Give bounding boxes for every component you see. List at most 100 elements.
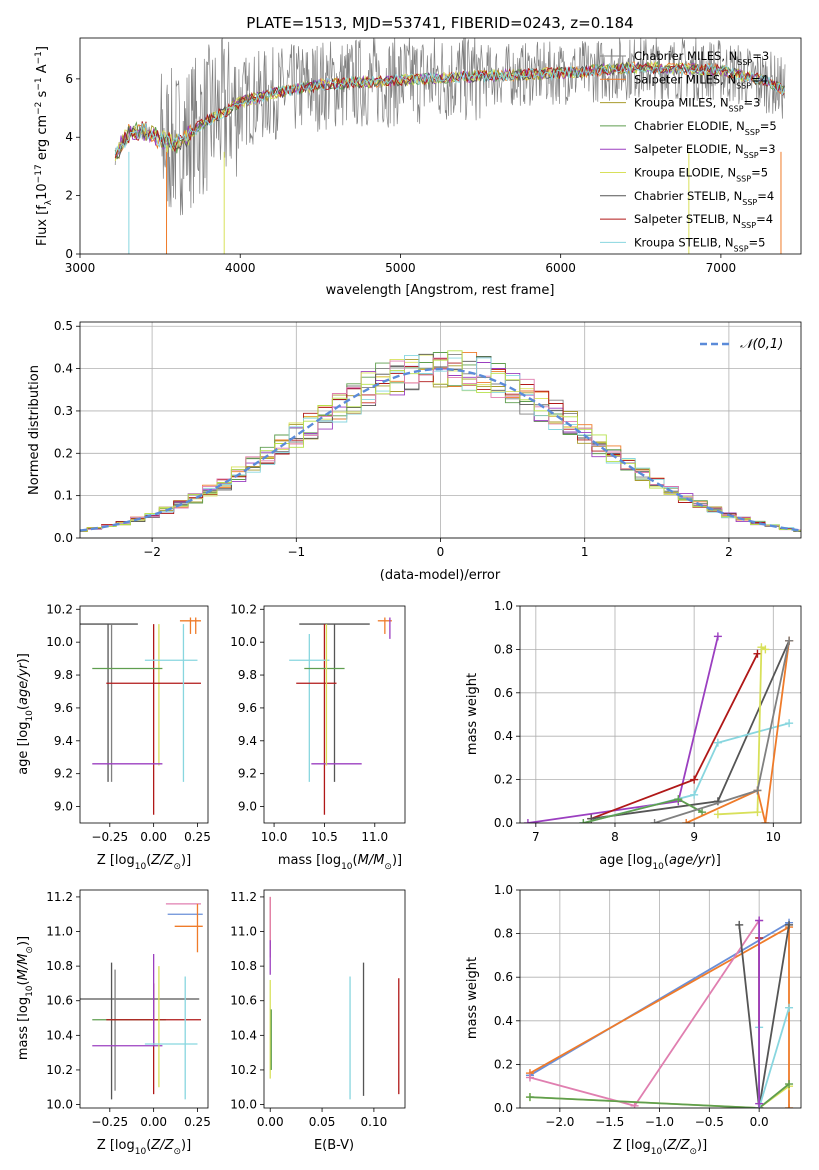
- legend-label-text: Salpeter MILES, N: [634, 72, 736, 86]
- x-tick-label: 0.10: [361, 1115, 388, 1129]
- weight-series-line: [738, 924, 790, 1108]
- x-axis-label: wavelength [Angstrom, rest frame]: [326, 283, 555, 298]
- x-tick-label: 6000: [545, 261, 576, 275]
- label-part: )]: [711, 853, 721, 868]
- y-tick-label: 9.2: [238, 767, 257, 781]
- legend-label-value: =3: [752, 49, 769, 63]
- label-part: Z [log: [97, 1138, 135, 1153]
- x-axis-label: E(B-V): [314, 1138, 354, 1153]
- label-part: age [log: [599, 853, 652, 868]
- y-tick-label: 0.2: [494, 773, 513, 787]
- y-tick-label: 11.0: [230, 925, 257, 939]
- label-part: A: [35, 64, 50, 77]
- x-tick-label: 8: [611, 830, 619, 844]
- label-part: M/M: [358, 853, 385, 868]
- axes-frame: [263, 605, 406, 824]
- y-tick-label: 1.0: [494, 599, 513, 613]
- legend-label: Chabrier MILES, NSSP=3: [634, 49, 769, 67]
- x-tick-label: 3000: [65, 261, 96, 275]
- label-part: 10: [25, 985, 35, 997]
- label-part: )]: [181, 1138, 191, 1153]
- plot-area-weight_vs_age: [523, 632, 794, 823]
- legend-label-value: =3: [759, 142, 776, 156]
- x-tick-label: 0: [437, 545, 445, 559]
- legend-label-text: Chabrier MILES, N: [634, 49, 737, 63]
- panel-mass_vs_ebv: 0.00 0.05 0.10 10.0 10.2 10.4 10.6 10.8 11.0 11.2…: [230, 889, 406, 1153]
- x-axis-label: Z [log10(Z/Z⊙)]: [97, 1138, 191, 1157]
- x-axis-label: mass [log10(M/M⊙)]: [278, 853, 402, 872]
- legend-label: Kroupa STELIB, NSSP=5: [634, 235, 765, 253]
- y-tick-label: 0.1: [54, 489, 73, 503]
- y-tick-label: 9.4: [238, 734, 257, 748]
- x-tick-label: 0.00: [140, 830, 167, 844]
- label-part: Z [log: [97, 853, 135, 868]
- legend-label-text: Kroupa STELIB, N: [634, 235, 734, 249]
- label-part: mass [log: [16, 997, 31, 1060]
- label-part: (: [146, 853, 151, 868]
- y-tick-label: 1.0: [494, 883, 513, 897]
- label-part: 10: [652, 862, 664, 872]
- model-spectrum-line: [114, 61, 785, 155]
- legend-label-sub: SSP: [734, 244, 749, 253]
- legend-label-value: =5: [749, 235, 766, 249]
- y-tick-label: 0.3: [54, 404, 73, 418]
- x-tick-label: −0.25: [91, 830, 128, 844]
- y-tick-label: 10.8: [46, 959, 73, 973]
- label-part: (: [664, 853, 669, 868]
- y-tick-label: 10.0: [230, 635, 257, 649]
- legend-label-text: Chabrier ELODIE, N: [634, 119, 745, 133]
- label-part: mass [log: [278, 853, 341, 868]
- legend-label-value: =4: [757, 189, 774, 203]
- panel-mass_vs_Z: −0.25 0.00 0.25 10.0 10.2 10.4 10.6 10.8 11.0 11.…: [16, 889, 211, 1157]
- y-tick-label: 9.0: [54, 800, 73, 814]
- legend-label-sub: SSP: [744, 151, 759, 160]
- legend-label-sub: SSP: [736, 81, 751, 90]
- x-tick-label: 1: [581, 545, 589, 559]
- x-axis-label: Z [log10(Z/Z⊙)]: [97, 853, 191, 872]
- label-part: Z/Z: [150, 853, 174, 868]
- legend-label: Kroupa ELODIE, NSSP=5: [634, 166, 768, 184]
- y-tick-label: 10.2: [230, 602, 257, 616]
- legend-label-sub: SSP: [742, 197, 757, 206]
- x-tick-label: −2.0: [545, 1115, 574, 1129]
- y-tick-label: 11.2: [46, 890, 73, 904]
- y-tick-label: 0.6: [494, 686, 513, 700]
- x-tick-label: 7: [532, 830, 540, 844]
- panel-age_vs_Z: −0.25 0.00 0.25 9.0 9.2 9.4 9.6 9.8 10.0 10.2 Z [l…: [16, 602, 211, 872]
- y-tick-label: 0.8: [494, 642, 513, 656]
- legend-label: Chabrier ELODIE, NSSP=5: [634, 119, 777, 137]
- y-tick-label: 10.2: [46, 1063, 73, 1077]
- histogram-step-line: [80, 352, 801, 532]
- y-tick-label: 10.2: [230, 1063, 257, 1077]
- legend-label: Kroupa MILES, NSSP=3: [634, 96, 760, 114]
- x-tick-label: 2: [725, 545, 733, 559]
- legend-label-value: =5: [751, 166, 768, 180]
- legend-label-value: =3: [744, 96, 761, 110]
- y-tick-label: 0.2: [54, 446, 73, 460]
- panel-residual_hist: −2 −1 0 1 2 0.0 0.1 0.2 0.3 0.4 0.5 𝒩(0,1) (data-mod…: [27, 319, 802, 583]
- label-part: )]: [16, 653, 31, 663]
- label-part: Z/Z: [666, 1138, 690, 1153]
- y-tick-label: 9.8: [238, 668, 257, 682]
- x-axis-label: (data-model)/error: [380, 568, 501, 583]
- label-part: λ: [44, 199, 54, 205]
- x-tick-label: 10.5: [311, 830, 338, 844]
- label-part: −17: [34, 164, 44, 183]
- figure-title: PLATE=1513, MJD=53741, FIBERID=0243, z=0…: [246, 14, 633, 32]
- y-tick-label: 2: [65, 189, 73, 203]
- legend-label-sub: SSP: [745, 127, 760, 136]
- y-tick-label: 9.2: [54, 767, 73, 781]
- plot-area-mass_vs_Z: [80, 903, 203, 1100]
- label-part: (: [662, 1138, 667, 1153]
- x-tick-label: −1: [287, 545, 305, 559]
- legend-label: Salpeter MILES, NSSP=4: [634, 72, 768, 90]
- x-tick-label: −0.5: [695, 1115, 724, 1129]
- label-part: Z/Z: [150, 1138, 174, 1153]
- y-axis-label: Normed distribution: [27, 365, 42, 495]
- histogram-step-line: [80, 358, 801, 532]
- y-tick-label: 9.4: [54, 734, 73, 748]
- axes-frame: [79, 889, 209, 1109]
- label-part: ⊙: [384, 862, 392, 872]
